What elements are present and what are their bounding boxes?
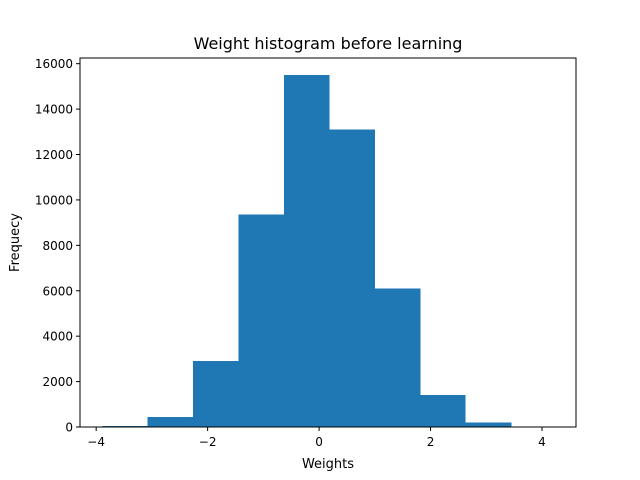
- chart-title: Weight histogram before learning: [194, 34, 463, 53]
- x-tick-label: 2: [427, 435, 435, 449]
- y-tick-label: 12000: [35, 148, 73, 162]
- y-tick-label: 4000: [42, 330, 73, 344]
- y-tick-label: 8000: [42, 239, 73, 253]
- x-axis-ticks: −4 −2 0 2 4: [87, 427, 546, 449]
- y-tick-label: 10000: [35, 193, 73, 207]
- x-tick-label: 4: [538, 435, 546, 449]
- histogram-bars: [102, 75, 557, 428]
- histogram-bar: [283, 75, 330, 428]
- histogram-bar: [420, 395, 466, 427]
- y-axis-label: Frequecy: [8, 213, 23, 272]
- histogram-bar: [374, 288, 421, 427]
- y-tick-label: 0: [65, 421, 73, 435]
- histogram-bar: [147, 416, 194, 427]
- histogram-bar: [238, 214, 284, 427]
- histogram-bar: [465, 422, 512, 427]
- y-tick-label: 6000: [42, 284, 73, 298]
- x-tick-label: 0: [315, 435, 323, 449]
- y-tick-label: 14000: [35, 103, 73, 117]
- histogram-bar: [102, 425, 148, 427]
- x-tick-label: −4: [87, 435, 105, 449]
- histogram-bar: [193, 361, 239, 427]
- y-axis-ticks: 0 2000 4000 6000 8000 10000 12000 14000 16000: [35, 57, 80, 435]
- y-tick-label: 2000: [42, 375, 73, 389]
- histogram-bar: [329, 129, 375, 427]
- plot-frame: [79, 57, 577, 428]
- x-axis-label: Weights: [302, 457, 354, 472]
- x-tick-label: −2: [199, 435, 217, 449]
- y-tick-label: 16000: [35, 57, 73, 71]
